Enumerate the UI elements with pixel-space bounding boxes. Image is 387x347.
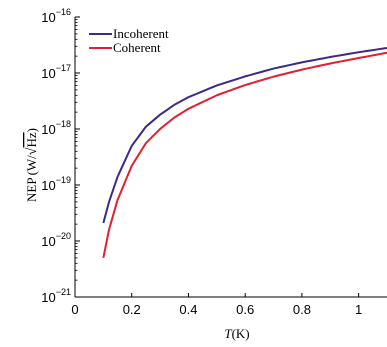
x-tick-label: 1 <box>355 302 362 317</box>
y-tick-label: 10−19 <box>41 175 71 193</box>
legend-label-coherent: Coherent <box>113 40 161 55</box>
legend: Incoherent Coherent <box>89 26 169 55</box>
x-tick-label: 0.6 <box>236 302 254 317</box>
y-tick-label: 10−17 <box>41 63 71 81</box>
y-axis-label: NEP(W/√Hz) <box>24 128 40 202</box>
x-tick-label: 0.4 <box>179 302 197 317</box>
y-ticks: 10−21 10−20 10−19 10−18 10−17 10−16 <box>41 7 80 305</box>
svg-text:NEP(W/√Hz): NEP(W/√Hz) <box>24 128 40 202</box>
x-tick-label: 0.8 <box>293 302 311 317</box>
y-tick-label: 10−18 <box>41 119 71 137</box>
series-line-incoherent <box>102 46 387 224</box>
y-tick-label: 10−21 <box>41 287 71 305</box>
y-tick-label: 10−20 <box>41 231 71 249</box>
legend-label-incoherent: Incoherent <box>113 26 169 41</box>
y-tick-label: 10−16 <box>41 7 71 25</box>
series-layer <box>102 46 387 259</box>
x-ticks: 0 0.2 0.4 0.6 0.8 1 <box>71 293 362 317</box>
x-axis-label: T(K) <box>224 326 249 341</box>
x-tick-label: 0.2 <box>123 302 141 317</box>
x-tick-label: 0 <box>71 302 78 317</box>
series-line-coherent <box>102 51 387 259</box>
